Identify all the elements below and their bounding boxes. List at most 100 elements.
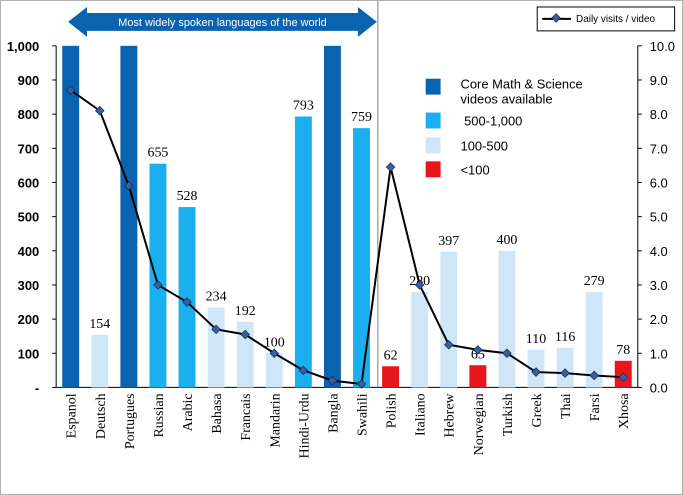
y2-tick-label: 0.0 <box>650 380 668 395</box>
x-tick-label: Mandarin <box>268 393 283 447</box>
legend-label-lt100: <100 <box>461 162 490 177</box>
value-label: 793 <box>293 99 314 114</box>
line-point <box>560 368 570 378</box>
y-tick-label: 700 <box>18 141 40 156</box>
x-tick-label: Polish <box>385 393 400 428</box>
y-tick-label: 500 <box>18 210 40 225</box>
y-tick-label: 600 <box>18 175 40 190</box>
y2-tick-label: 1.0 <box>650 346 668 361</box>
y-tick-label: - <box>35 380 39 395</box>
y2-tick-label: 3.0 <box>650 278 668 293</box>
bar-hebrew <box>440 251 458 388</box>
value-label: 400 <box>496 233 517 248</box>
line-point <box>473 345 483 355</box>
legend-swatch-100-500 <box>425 137 441 154</box>
line-point <box>327 375 338 386</box>
legend-swatch-500-1000 <box>425 112 441 129</box>
y-tick-label: 800 <box>18 107 40 122</box>
x-tick-label: Greek <box>530 393 545 427</box>
bar-russian <box>149 163 167 388</box>
legend-swatch-lt100 <box>425 161 441 178</box>
y-tick-label: 100 <box>18 346 40 361</box>
value-label: 279 <box>584 274 605 289</box>
line-legend: Daily visits / video <box>536 6 676 32</box>
line-point <box>124 181 134 191</box>
banner-text: Most widely spoken languages of the worl… <box>118 17 327 29</box>
y2-tick-label: 7.0 <box>650 141 668 156</box>
line-point <box>414 280 425 290</box>
legend-label-100-500: 100-500 <box>461 138 508 153</box>
bar-bahasa <box>207 307 225 388</box>
x-tick-label: Portugues <box>123 393 138 449</box>
x-axis-ticks: Espanol Deutsch Portugues Russian Arabic Baha… <box>65 393 633 458</box>
y2-tick-label: 4.0 <box>650 244 668 259</box>
x-tick-label: Francais <box>239 393 254 440</box>
line-point <box>240 329 250 340</box>
line-point <box>211 324 221 335</box>
bar-polish <box>382 366 400 388</box>
legend-label-core: Core Math & Science videos available <box>461 77 587 107</box>
y-tick-label: 900 <box>18 73 40 88</box>
line-point <box>65 85 76 96</box>
y2-tick-label: 10.0 <box>650 39 675 54</box>
bar-espanol <box>62 45 80 388</box>
y-tick-label: 200 <box>18 312 40 327</box>
bar-farsi <box>585 292 603 388</box>
value-label: 397 <box>438 234 459 249</box>
x-tick-label: Farsi <box>588 393 603 421</box>
x-tick-label: Norwegian <box>472 393 487 455</box>
line-legend-marker <box>551 13 561 23</box>
value-label: 192 <box>235 304 256 319</box>
y-axis-ticks: - 100 200 300 400 500 600 700 800 900 1,000 <box>7 39 57 395</box>
x-tick-label: Turkish <box>501 393 516 436</box>
daily-visits-line <box>70 89 624 386</box>
y2-tick-label: 2.0 <box>650 312 668 327</box>
bar-turkish <box>498 250 516 388</box>
line-point <box>182 297 192 307</box>
legend-swatch-core <box>425 78 441 95</box>
bar-norwegian <box>469 365 487 388</box>
x-tick-label: Swahili <box>355 393 370 436</box>
value-label: 234 <box>206 290 227 305</box>
value-labels: 1546555282341921007937596228039765400110… <box>89 99 630 364</box>
line-point <box>618 372 629 382</box>
x-tick-label: Hindi-Urdu <box>297 393 312 458</box>
y2-tick-label: 9.0 <box>650 73 668 88</box>
y2-tick-label: 8.0 <box>650 107 668 122</box>
bar-thai <box>556 347 574 388</box>
y-tick-label: 300 <box>18 278 40 293</box>
value-label: 78 <box>616 343 630 358</box>
x-tick-label: Deutsch <box>94 393 109 439</box>
value-label: 655 <box>147 146 168 161</box>
line-point <box>356 379 367 389</box>
x-tick-label: Bangla <box>326 393 341 432</box>
bars <box>62 45 632 388</box>
line-legend-box <box>536 6 676 32</box>
legend-label-500-1000: 500-1,000 <box>461 113 523 128</box>
line-point <box>443 339 454 350</box>
y2-tick-label: 6.0 <box>650 175 668 190</box>
banner-arrow-shape <box>68 6 377 37</box>
y2-tick-label: 5.0 <box>650 210 668 225</box>
value-label: 110 <box>526 332 546 347</box>
line-point <box>589 370 599 381</box>
line-point <box>531 367 541 377</box>
line-point <box>94 105 105 116</box>
bar-swahili <box>353 128 370 388</box>
x-tick-label: Thai <box>559 393 574 419</box>
y-tick-label: 400 <box>18 244 40 259</box>
value-label: 100 <box>264 335 285 350</box>
x-tick-label: Arabic <box>181 393 196 431</box>
line-point <box>385 162 396 172</box>
banner-arrow: Most widely spoken languages of the worl… <box>68 6 377 37</box>
bar-italiano <box>411 291 429 388</box>
bar-bangla <box>323 45 341 388</box>
bar-deutsch <box>91 334 109 388</box>
value-label: 62 <box>384 348 398 363</box>
value-label: 528 <box>177 189 198 204</box>
x-tick-label: Xhosa <box>617 393 632 429</box>
x-tick-label: Russian <box>152 393 167 437</box>
bar-portugues <box>120 45 138 388</box>
y2-axis-ticks: 0.0 1.0 2.0 3.0 4.0 5.0 6.0 7.0 8.0 9.0 10.0 <box>637 39 675 395</box>
